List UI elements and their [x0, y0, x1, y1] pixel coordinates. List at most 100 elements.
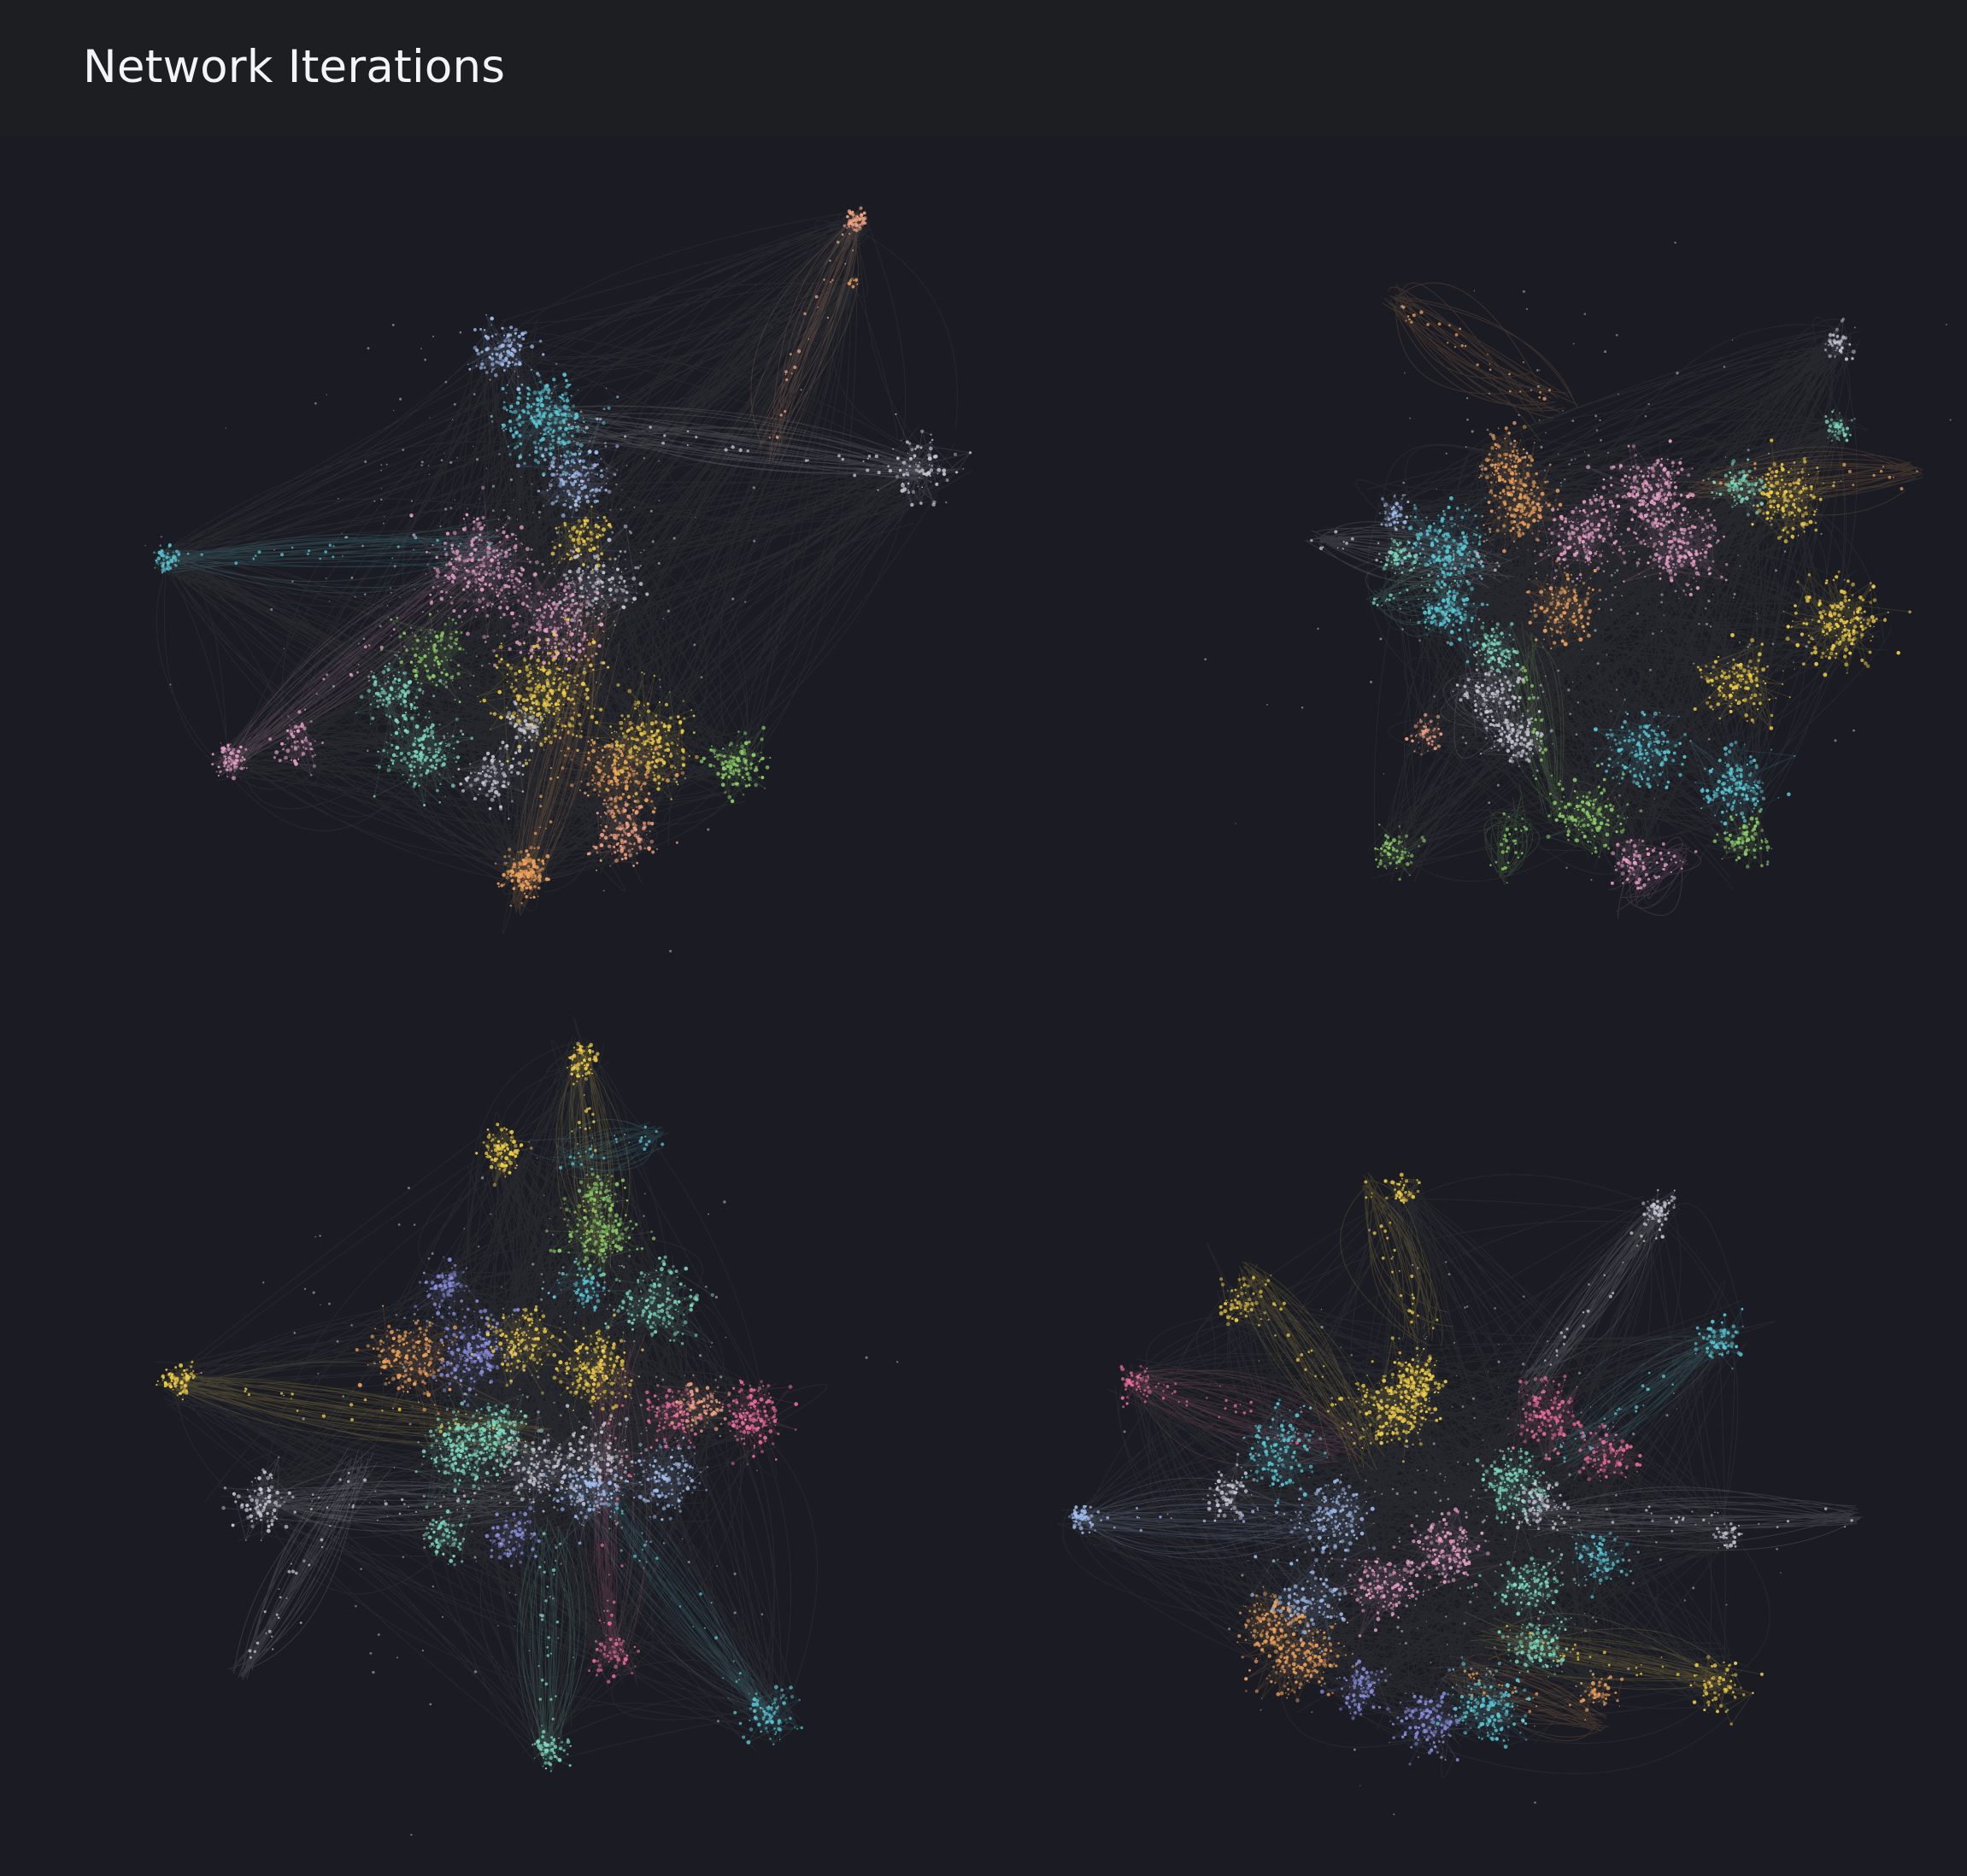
network-node [551, 541, 554, 543]
network-node [614, 624, 617, 627]
network-node [637, 841, 640, 843]
network-node [1649, 867, 1651, 869]
network-node [534, 862, 537, 865]
network-node [1583, 550, 1588, 554]
network-node [1510, 513, 1514, 518]
network-node [1680, 457, 1682, 460]
network-node [898, 468, 902, 472]
network-node [476, 525, 479, 529]
network-node [1564, 531, 1566, 534]
network-node [598, 417, 602, 421]
network-node [1659, 495, 1662, 498]
network-node [414, 654, 418, 658]
network-node [521, 706, 526, 710]
network-node [1430, 561, 1432, 565]
network-node [1410, 320, 1413, 324]
network-node [528, 879, 531, 882]
network-node [472, 527, 476, 531]
network-node [573, 487, 575, 489]
network-node [520, 870, 521, 871]
cluster-edges [381, 613, 474, 706]
network-node [586, 525, 590, 530]
network-node [569, 451, 572, 454]
network-node [1455, 574, 1457, 576]
network-node [1704, 523, 1707, 525]
network-node [1475, 533, 1478, 536]
network-node [596, 736, 599, 740]
network-node [462, 518, 466, 520]
network-node [403, 729, 408, 733]
network-node [586, 706, 590, 710]
network-node [555, 672, 557, 675]
network-node [562, 598, 566, 601]
network-node [572, 468, 575, 472]
network-node [1660, 485, 1663, 488]
network-node [746, 771, 750, 777]
network-node [615, 731, 618, 733]
network-node [536, 622, 540, 626]
network-node [186, 552, 190, 555]
network-node [573, 545, 576, 548]
network-node [578, 501, 582, 504]
network-node [645, 740, 649, 743]
network-node [1661, 842, 1665, 846]
network-node [549, 415, 551, 418]
network-node [502, 369, 506, 372]
network-node [1425, 529, 1430, 533]
network-node [610, 812, 613, 814]
network-node [571, 537, 576, 542]
network-node [1594, 552, 1597, 555]
network-node [406, 689, 410, 695]
network-node [853, 279, 855, 282]
network-thread [1382, 282, 1578, 442]
network-node [496, 574, 501, 578]
network-node [1524, 513, 1527, 517]
network-node [849, 219, 853, 223]
network-node [1535, 638, 1538, 642]
network-node [1515, 449, 1518, 452]
network-node [677, 783, 679, 786]
network-node [495, 654, 498, 658]
network-node [522, 708, 526, 711]
network-node [386, 752, 389, 753]
network-node [642, 730, 647, 736]
network-node [1477, 542, 1482, 546]
network-node [392, 628, 396, 631]
network-node [551, 438, 555, 443]
network-node [854, 228, 859, 232]
network-node [508, 334, 511, 337]
network-node [1452, 554, 1455, 558]
network-node [1684, 548, 1688, 553]
network-node [800, 389, 802, 391]
network-node [790, 372, 793, 374]
network-node [649, 721, 655, 726]
network-node [552, 677, 556, 681]
network-node [1542, 628, 1547, 633]
network-node [399, 397, 402, 401]
network-node [543, 570, 546, 573]
network-node [1612, 541, 1617, 545]
network-node [565, 378, 568, 383]
network-node [486, 635, 490, 638]
network-node [539, 826, 542, 829]
network-node [486, 541, 488, 543]
network-node [567, 584, 571, 587]
network-node [520, 454, 522, 455]
network-node [566, 651, 568, 654]
network-node [382, 748, 385, 753]
network-node [387, 677, 390, 678]
network-node [549, 607, 552, 609]
network-node [785, 378, 789, 382]
network-node [635, 806, 638, 809]
network-node [656, 787, 661, 791]
network-node [557, 688, 561, 691]
network-node [740, 744, 744, 749]
network-node [614, 805, 618, 809]
network-node [1464, 509, 1467, 513]
network-node [733, 762, 737, 766]
network-node [600, 759, 602, 761]
network-node [665, 742, 669, 747]
network-node [562, 372, 567, 378]
network-node [1676, 471, 1680, 475]
network-node [550, 551, 555, 556]
